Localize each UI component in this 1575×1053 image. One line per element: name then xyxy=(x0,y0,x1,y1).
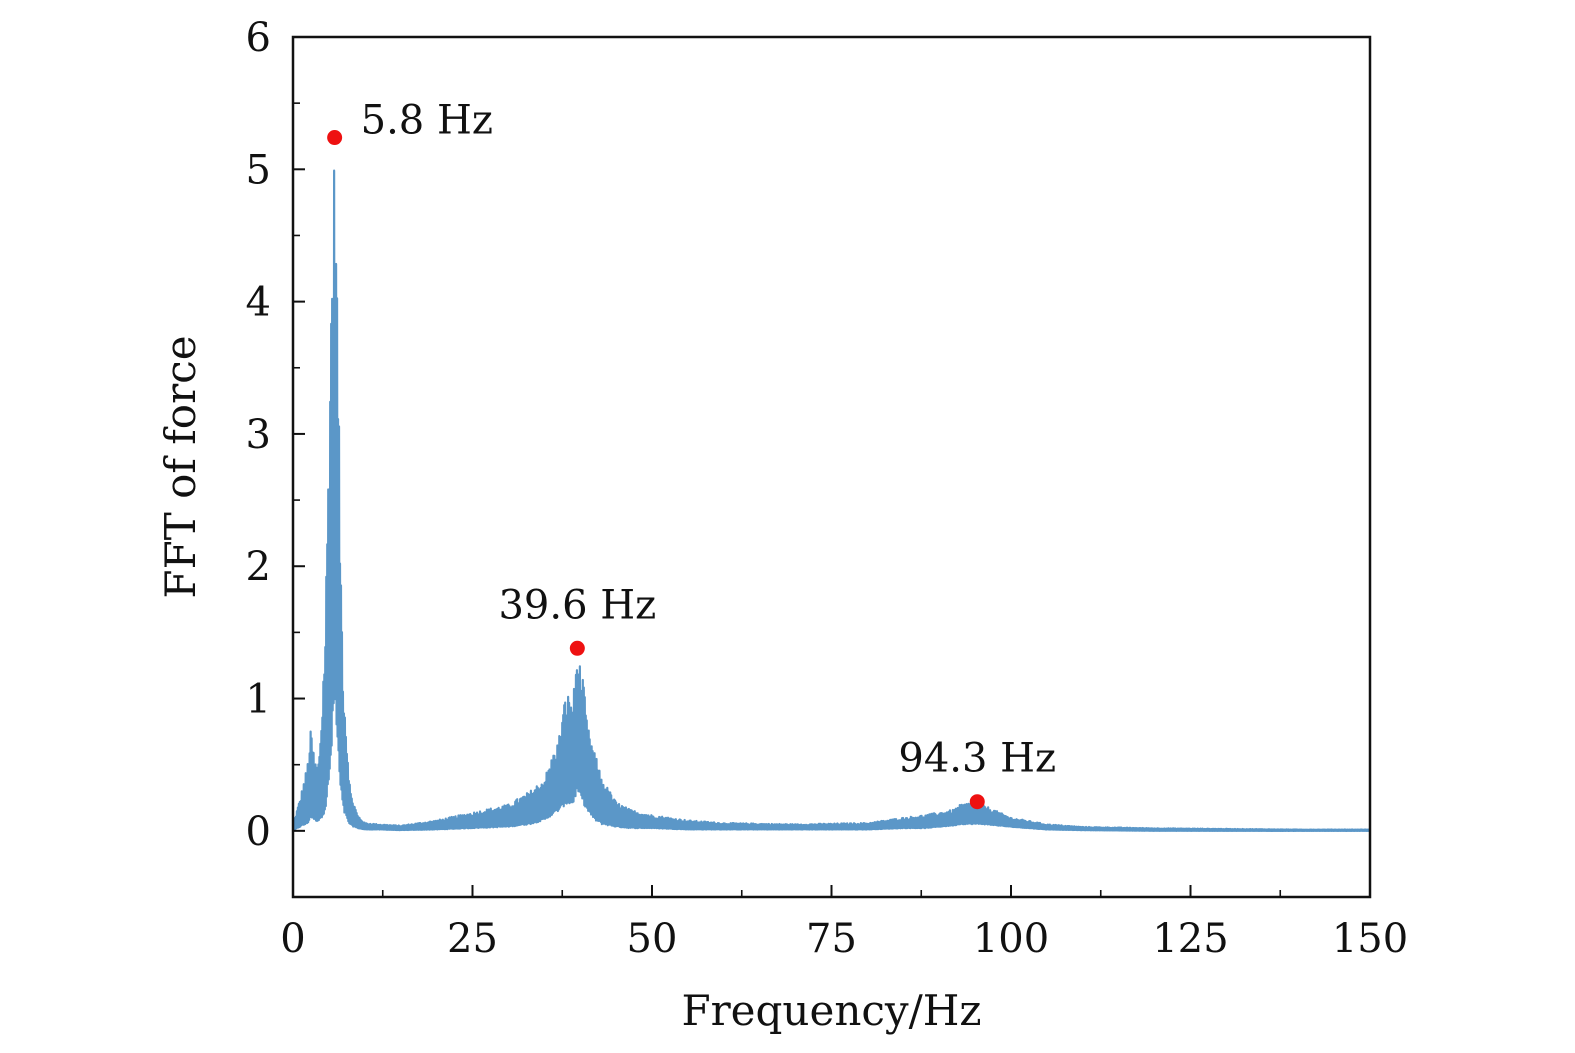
y-tick-label: 2 xyxy=(246,544,271,590)
fft-spectrum-line xyxy=(291,169,1372,832)
x-tick-label: 125 xyxy=(1152,916,1228,962)
x-tick-label: 150 xyxy=(1332,916,1408,962)
x-axis-label: Frequency/Hz xyxy=(681,986,981,1035)
peak-marker xyxy=(569,640,585,656)
y-tick-label: 3 xyxy=(246,412,271,458)
x-tick-label: 25 xyxy=(447,916,498,962)
peak-marker xyxy=(327,130,343,146)
x-tick-label: 100 xyxy=(973,916,1049,962)
x-tick-label: 50 xyxy=(627,916,678,962)
x-tick-label: 75 xyxy=(806,916,857,962)
peak-label: 39.6 Hz xyxy=(498,582,656,628)
y-axis-label: FFT of force xyxy=(156,335,205,598)
spectrum-layer xyxy=(291,169,1372,832)
plot-frame xyxy=(291,35,1372,899)
peak-label: 5.8 Hz xyxy=(361,98,493,144)
x-tick-label: 0 xyxy=(280,916,305,962)
y-tick-label: 4 xyxy=(246,280,271,326)
ticks-layer: 0 25 50 75 100 125 150 0 1 2 3 4 5 6 xyxy=(246,15,1409,962)
peak-marker xyxy=(969,794,985,810)
y-tick-label: 1 xyxy=(246,677,271,723)
y-tick-label: 5 xyxy=(246,147,271,193)
y-tick-label: 0 xyxy=(246,809,271,855)
peak-label: 94.3 Hz xyxy=(898,736,1056,782)
peaks-layer: 5.8 Hz 39.6 Hz 94.3 Hz xyxy=(327,98,1056,810)
y-tick-label: 6 xyxy=(246,15,271,61)
